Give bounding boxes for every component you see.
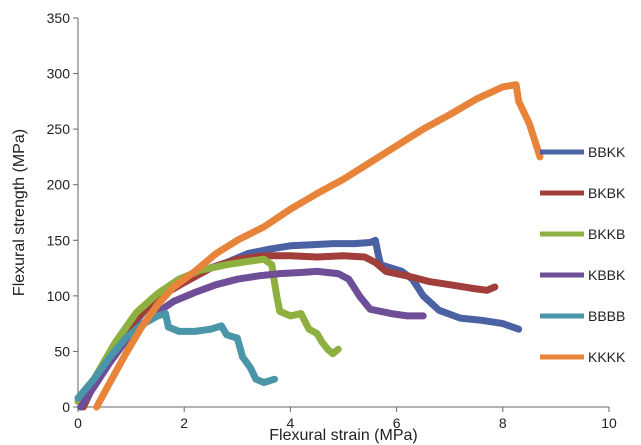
y-tick-label: 100 xyxy=(47,288,71,304)
x-tick-label: 4 xyxy=(287,415,295,431)
y-tick-label: 200 xyxy=(47,177,71,193)
x-tick-label: 6 xyxy=(393,415,401,431)
legend-label-kkkk: KKKK xyxy=(588,349,626,365)
legend-label-bbkk: BBKK xyxy=(588,144,626,160)
x-tick-label: 8 xyxy=(499,415,507,431)
legend: BBKK BKBK BKKB KBBK BBBB KKKK xyxy=(540,144,626,365)
y-tick-label: 50 xyxy=(54,343,70,359)
y-tick-label: 0 xyxy=(62,399,70,415)
x-axis-label: Flexural strain (MPa) xyxy=(269,427,417,444)
x-tick-label: 10 xyxy=(601,415,617,431)
y-tick-label: 350 xyxy=(47,10,71,26)
y-tick-label: 250 xyxy=(47,121,71,137)
y-tick-label: 300 xyxy=(47,66,71,82)
legend-label-bbbb: BBBB xyxy=(588,308,625,324)
series-group xyxy=(74,81,544,411)
axes: 0 50 100 150 200 250 300 350 0 2 4 6 8 10 xyxy=(47,10,617,431)
x-tick-label: 0 xyxy=(74,415,82,431)
series-line-bbbb xyxy=(74,310,278,402)
y-tick-label: 150 xyxy=(47,232,71,248)
series-line-bkbk xyxy=(79,252,499,411)
legend-label-bkkb: BKKB xyxy=(588,226,625,242)
x-tick-label: 2 xyxy=(180,415,188,431)
legend-label-kbbk: KBBK xyxy=(588,267,626,283)
series-line-kkkk xyxy=(93,81,544,411)
y-axis-label: Flexural strength (MPa) xyxy=(11,129,28,296)
legend-label-bkbk: BKBK xyxy=(588,185,626,201)
